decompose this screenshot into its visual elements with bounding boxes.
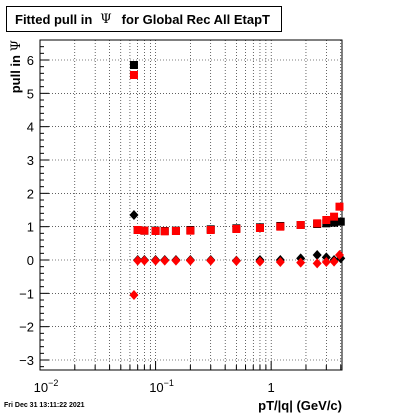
data-point-square	[322, 216, 331, 224]
data-point-square	[330, 212, 339, 221]
y-tick-label: −1	[19, 286, 34, 301]
data-point-diamond	[171, 255, 181, 266]
data-point-diamond	[133, 255, 143, 266]
data-point-square	[129, 71, 138, 79]
title-psi-symbol: Ψ	[100, 11, 112, 27]
data-point-diamond	[185, 255, 195, 266]
data-point-diamond	[129, 210, 139, 220]
plot-frame	[39, 39, 343, 371]
data-point-diamond	[139, 255, 149, 266]
data-point-square	[206, 226, 215, 234]
y-tick-label: 1	[27, 220, 34, 235]
y-tick-label: 2	[27, 186, 34, 201]
y-tick-label: 5	[27, 86, 34, 101]
y-tick-label: 3	[27, 153, 34, 168]
x-tick-label: 1	[268, 380, 275, 395]
x-axis-label: pT/|q| (GeV/c)	[258, 398, 342, 413]
x-tick-label: 10−1	[149, 378, 174, 395]
y-tick-label: −2	[19, 320, 34, 335]
data-point-square	[335, 202, 344, 211]
data-point-diamond	[312, 250, 322, 260]
y-tick-label: 4	[27, 120, 34, 135]
data-point-square	[140, 226, 149, 235]
axes: −3 −2 −1 0 1 2 3 4 5 6 10−2 10−1 1	[19, 46, 342, 395]
y-axis-label: pull in Ψ	[8, 40, 24, 93]
data-point-diamond	[275, 257, 285, 267]
data-point-square	[133, 226, 142, 234]
data-point-diamond	[296, 257, 306, 268]
data-point-square	[336, 217, 345, 226]
chart-title: Fitted pull in Ψ for Global Rec All Etap…	[6, 6, 282, 32]
data-point-diamond	[329, 256, 339, 267]
data-point-diamond	[151, 255, 161, 266]
y-tick-label: −3	[19, 353, 34, 368]
data-point-square	[296, 221, 305, 229]
data-point-diamond	[231, 256, 241, 266]
timestamp: Fri Dec 31 13:11:22 2021	[4, 402, 85, 409]
grid-lines	[39, 40, 342, 370]
data-point-diamond	[255, 256, 265, 267]
data-markers	[129, 61, 346, 300]
data-point-square	[171, 227, 180, 235]
data-point-diamond	[206, 255, 216, 266]
title-prefix: Fitted pull in	[15, 11, 93, 27]
data-point-square	[313, 219, 322, 228]
data-point-diamond	[321, 257, 331, 267]
x-tick-label: 10−2	[34, 378, 59, 395]
data-point-diamond	[312, 258, 322, 269]
data-point-square	[151, 227, 160, 235]
data-point-square	[232, 225, 241, 233]
data-point-square	[276, 222, 285, 231]
data-point-square	[160, 227, 169, 236]
title-suffix: for Global Rec All EtapT	[121, 11, 270, 27]
y-tick-label: 6	[27, 53, 34, 68]
data-point-diamond	[334, 250, 344, 260]
data-point-square	[255, 224, 264, 232]
data-point-square	[129, 61, 138, 69]
data-point-square	[330, 218, 339, 227]
data-point-diamond	[129, 290, 139, 300]
data-point-diamond	[160, 255, 170, 266]
data-point-square	[186, 226, 195, 235]
y-tick-label: 0	[27, 253, 34, 268]
